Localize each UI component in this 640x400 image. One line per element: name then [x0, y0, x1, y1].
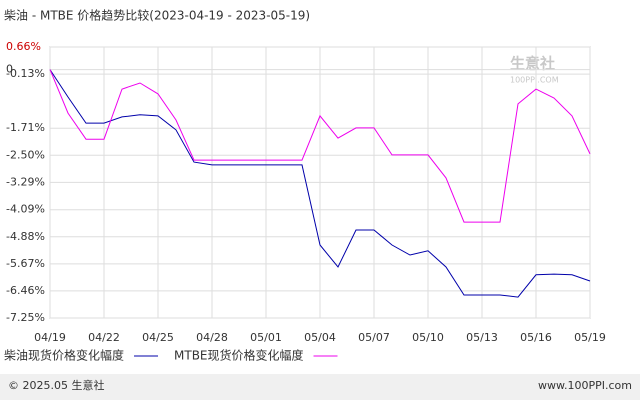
- series-line: [49, 69, 591, 223]
- x-tick-label: 05/19: [574, 331, 606, 344]
- x-tick-label: 05/13: [466, 331, 498, 344]
- x-tick-label: 04/19: [34, 331, 66, 344]
- y-tick-label: 0.66%: [6, 40, 41, 53]
- x-tick-label: 05/01: [250, 331, 282, 344]
- x-tick-label: 04/28: [196, 331, 228, 344]
- legend-label: MTBE现货价格变化幅度: [174, 348, 304, 363]
- footer-right: www.100PPI.com: [538, 379, 632, 392]
- y-tick-label: 0: [6, 63, 13, 76]
- x-tick-label: 05/10: [412, 331, 444, 344]
- series-line: [49, 69, 591, 298]
- footer-bar: [0, 374, 640, 400]
- chart-title: 柴油 - MTBE 价格趋势比较(2023-04-19 - 2023-05-19…: [4, 8, 310, 23]
- legend-label: 柴油现货价格变化幅度: [4, 348, 124, 363]
- y-tick-label: -7.25%: [6, 311, 45, 324]
- y-tick-label: -4.88%: [6, 230, 45, 243]
- x-tick-label: 05/07: [358, 331, 390, 344]
- y-tick-label: -4.09%: [6, 203, 45, 216]
- watermark-url: 100PPI.COM: [510, 76, 559, 85]
- watermark: 生意社: [510, 55, 555, 73]
- y-tick-label: -3.29%: [6, 175, 45, 188]
- x-tick-label: 04/22: [88, 331, 120, 344]
- y-tick-label: -0.13%: [6, 67, 45, 80]
- y-tick-label: -1.71%: [6, 121, 45, 134]
- x-tick-label: 04/25: [142, 331, 174, 344]
- footer-left: © 2025.05 生意社: [8, 378, 104, 392]
- y-tick-label: -5.67%: [6, 257, 45, 270]
- y-tick-label: -2.50%: [6, 148, 45, 161]
- x-tick-label: 05/16: [520, 331, 552, 344]
- x-tick-label: 05/04: [304, 331, 336, 344]
- y-tick-label: -6.46%: [6, 284, 45, 297]
